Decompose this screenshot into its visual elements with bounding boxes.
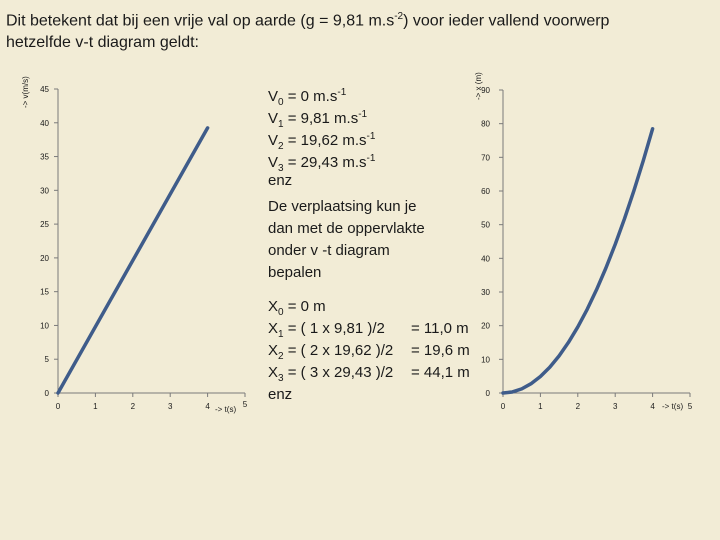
y-tick-label: 50 [481,221,490,230]
x-tick-label: 1 [93,402,98,411]
y-tick-label: 30 [40,186,49,195]
y-tick-label: 80 [481,120,490,129]
series-line [501,127,655,395]
displacement-row: X3 = ( 3 x 29,43 )/2 = 44,1 m [268,364,470,384]
x-tick-label: 0 [501,402,506,411]
y-tick-label: 20 [481,322,490,331]
x-tick-label: 1 [538,402,543,411]
displacement-row: enz [268,386,293,403]
y-axis-title: -> v(m/s) [21,76,30,108]
heading-line1-tail: ) voor ieder vallend voorwerp [403,12,610,30]
x-tick-label: 4 [650,402,655,411]
y-tick-label: 10 [40,321,49,330]
displacement-chart-group: 0 10 20 30 40 50 60 70 80 90 0 1 2 3 4 5 -> t(s) -> x (m) [474,72,693,411]
x-tick-label: 5 [243,400,248,409]
velocity-row: V3 = 29,43 m.s-1 [268,153,376,174]
y-axis-title: -> x (m) [474,72,483,100]
x-tick-label: 3 [613,402,618,411]
y-tick-label: 40 [40,119,49,128]
y-tick-label: 10 [481,355,490,364]
velocity-row: V1 = 9,81 m.s-1 [268,109,368,130]
x-tick-label: 0 [56,402,61,411]
displacement-list: X0 = 0 m X1 = ( 1 x 9,81 )/2 = 11,0 m X2 … [268,296,488,406]
displacement-row: X1 = ( 1 x 9,81 )/2 = 11,0 m [268,320,469,340]
y-tick-label: 25 [40,220,49,229]
slide-heading: Dit betekent dat bij een vrije val op aa… [6,6,706,54]
x-axis-title: -> t(s) [662,402,683,411]
y-tick-label: 0 [486,389,491,398]
y-tick-label: 40 [481,254,490,263]
x-tick-label: 2 [576,402,581,411]
x-tick-label: 5 [688,402,693,411]
y-tick-label: 70 [481,153,490,162]
y-tick-label: 20 [40,254,49,263]
x-tick-label: 3 [168,402,173,411]
velocity-row: V2 = 19,62 m.s-1 [268,131,376,152]
y-tick-label: 35 [40,153,49,162]
heading-exponent: -2 [394,11,404,22]
y-tick-label: 60 [481,187,490,196]
velocity-list: V0 = 0 m.s-1 V1 = 9,81 m.s-1 V2 = 19,62 … [268,82,478,192]
x-tick-label: 2 [131,402,136,411]
heading-line1-text: Dit betekent dat bij een vrije val op aa… [6,12,395,30]
velocity-row: enz [268,172,293,189]
series-line [56,126,210,395]
y-tick-label: 30 [481,288,490,297]
area-description: De verplaatsing kun je dan met de opperv… [268,198,425,281]
x-tick-label: 4 [205,402,210,411]
y-tick-label: 90 [481,86,490,95]
displacement-row: X0 = 0 m [268,298,326,318]
heading-line2: hetzelfde v-t diagram geldt: [6,34,199,52]
y-tick-label: 15 [40,288,49,297]
y-tick-label: 45 [40,85,49,94]
displacement-row: X2 = ( 2 x 19,62 )/2 = 19,6 m [268,342,470,362]
x-axis-title: -> t(s) [215,405,236,414]
velocity-row: V0 = 0 m.s-1 [268,87,347,108]
y-tick-label: 5 [45,355,50,364]
y-tick-label: 0 [45,389,50,398]
